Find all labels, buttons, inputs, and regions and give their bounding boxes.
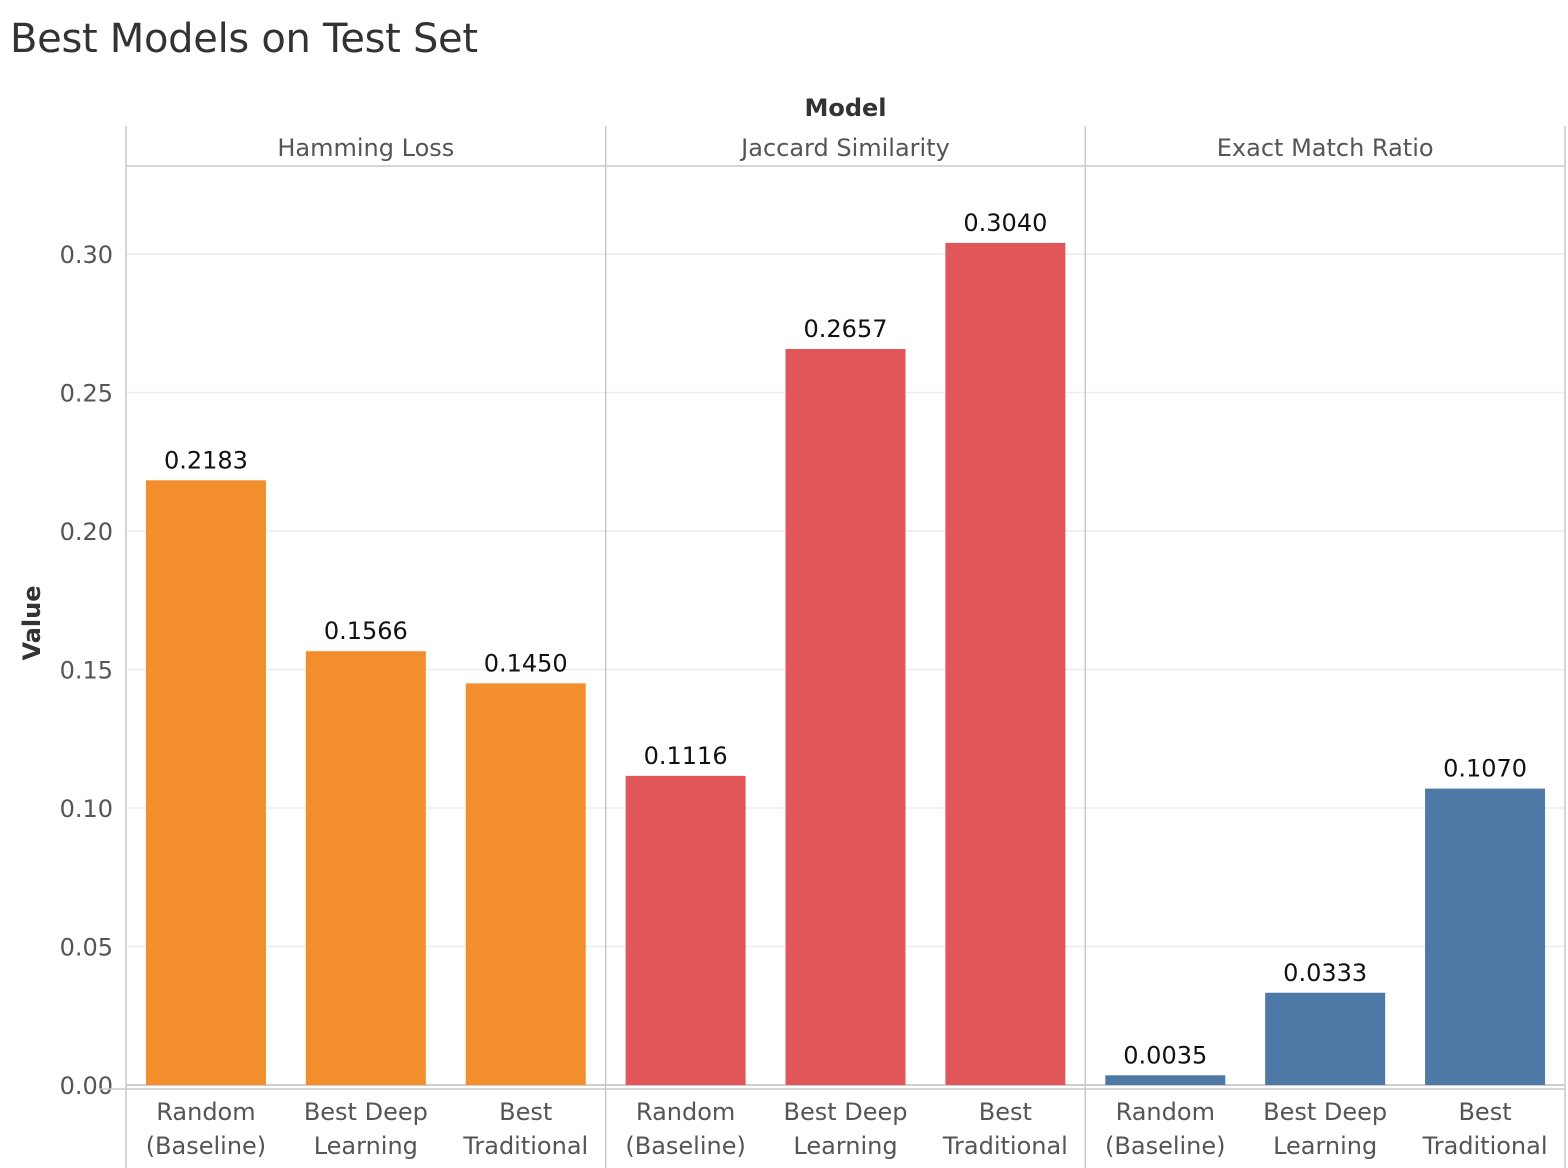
y-tick-label: 0.10 xyxy=(60,795,113,823)
x-tick-label: Learning xyxy=(314,1132,418,1160)
x-tick-label: Random xyxy=(1116,1098,1215,1126)
bar xyxy=(785,349,906,1085)
bar xyxy=(1425,788,1546,1085)
bar-value-label: 0.2657 xyxy=(804,315,888,343)
panel-header: Hamming Loss xyxy=(277,134,454,162)
y-tick-label: 0.25 xyxy=(60,380,113,408)
bar-value-label: 0.0035 xyxy=(1123,1041,1207,1069)
bar-value-label: 0.0333 xyxy=(1283,959,1367,987)
x-tick-label: Best xyxy=(499,1098,552,1126)
chart-title: Best Models on Test Set xyxy=(10,16,478,62)
x-tick-label: Best xyxy=(1458,1098,1511,1126)
y-tick-label: 0.15 xyxy=(60,657,113,685)
bar-value-label: 0.1116 xyxy=(644,742,728,770)
bar xyxy=(145,480,266,1086)
bar-value-label: 0.3040 xyxy=(963,209,1047,237)
x-tick-label: Random xyxy=(636,1098,735,1126)
bar xyxy=(1105,1075,1226,1085)
column-header: Model xyxy=(804,94,886,122)
y-axis-label: Value xyxy=(18,585,46,660)
x-tick-label: Best Deep xyxy=(783,1098,907,1126)
bar xyxy=(945,242,1066,1086)
bar xyxy=(1265,992,1386,1085)
x-tick-label: Best Deep xyxy=(304,1098,428,1126)
x-tick-label: (Baseline) xyxy=(146,1132,266,1160)
x-tick-label: (Baseline) xyxy=(1105,1132,1225,1160)
x-tick-label: Learning xyxy=(793,1132,897,1160)
bar xyxy=(625,775,746,1085)
bar-value-label: 0.2183 xyxy=(164,446,248,474)
bar-value-label: 0.1450 xyxy=(484,649,568,677)
bar xyxy=(305,651,426,1085)
x-tick-label: Best Deep xyxy=(1263,1098,1387,1126)
x-tick-label: Traditional xyxy=(942,1132,1068,1160)
x-tick-label: (Baseline) xyxy=(625,1132,745,1160)
x-tick-label: Traditional xyxy=(462,1132,588,1160)
panel-header: Jaccard Similarity xyxy=(739,134,950,162)
x-tick-label: Best xyxy=(979,1098,1032,1126)
x-tick-label: Learning xyxy=(1273,1132,1377,1160)
x-tick-label: Traditional xyxy=(1422,1132,1548,1160)
bar xyxy=(465,683,586,1085)
y-tick-label: 0.05 xyxy=(60,934,113,962)
panel-header: Exact Match Ratio xyxy=(1217,134,1434,162)
y-tick-label: 0.00 xyxy=(60,1072,113,1100)
y-tick-label: 0.30 xyxy=(60,241,113,269)
bar-value-label: 0.1566 xyxy=(324,617,408,645)
bar-value-label: 0.1070 xyxy=(1443,755,1527,783)
y-tick-label: 0.20 xyxy=(60,518,113,546)
x-tick-label: Random xyxy=(156,1098,255,1126)
